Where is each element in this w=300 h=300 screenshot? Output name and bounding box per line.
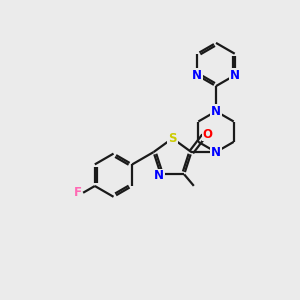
Text: N: N (154, 169, 164, 182)
Text: F: F (74, 186, 82, 199)
Text: N: N (192, 69, 202, 82)
Text: O: O (202, 128, 213, 141)
Text: N: N (211, 146, 221, 159)
Text: N: N (211, 105, 221, 118)
Text: N: N (230, 69, 240, 82)
Text: S: S (168, 132, 177, 145)
